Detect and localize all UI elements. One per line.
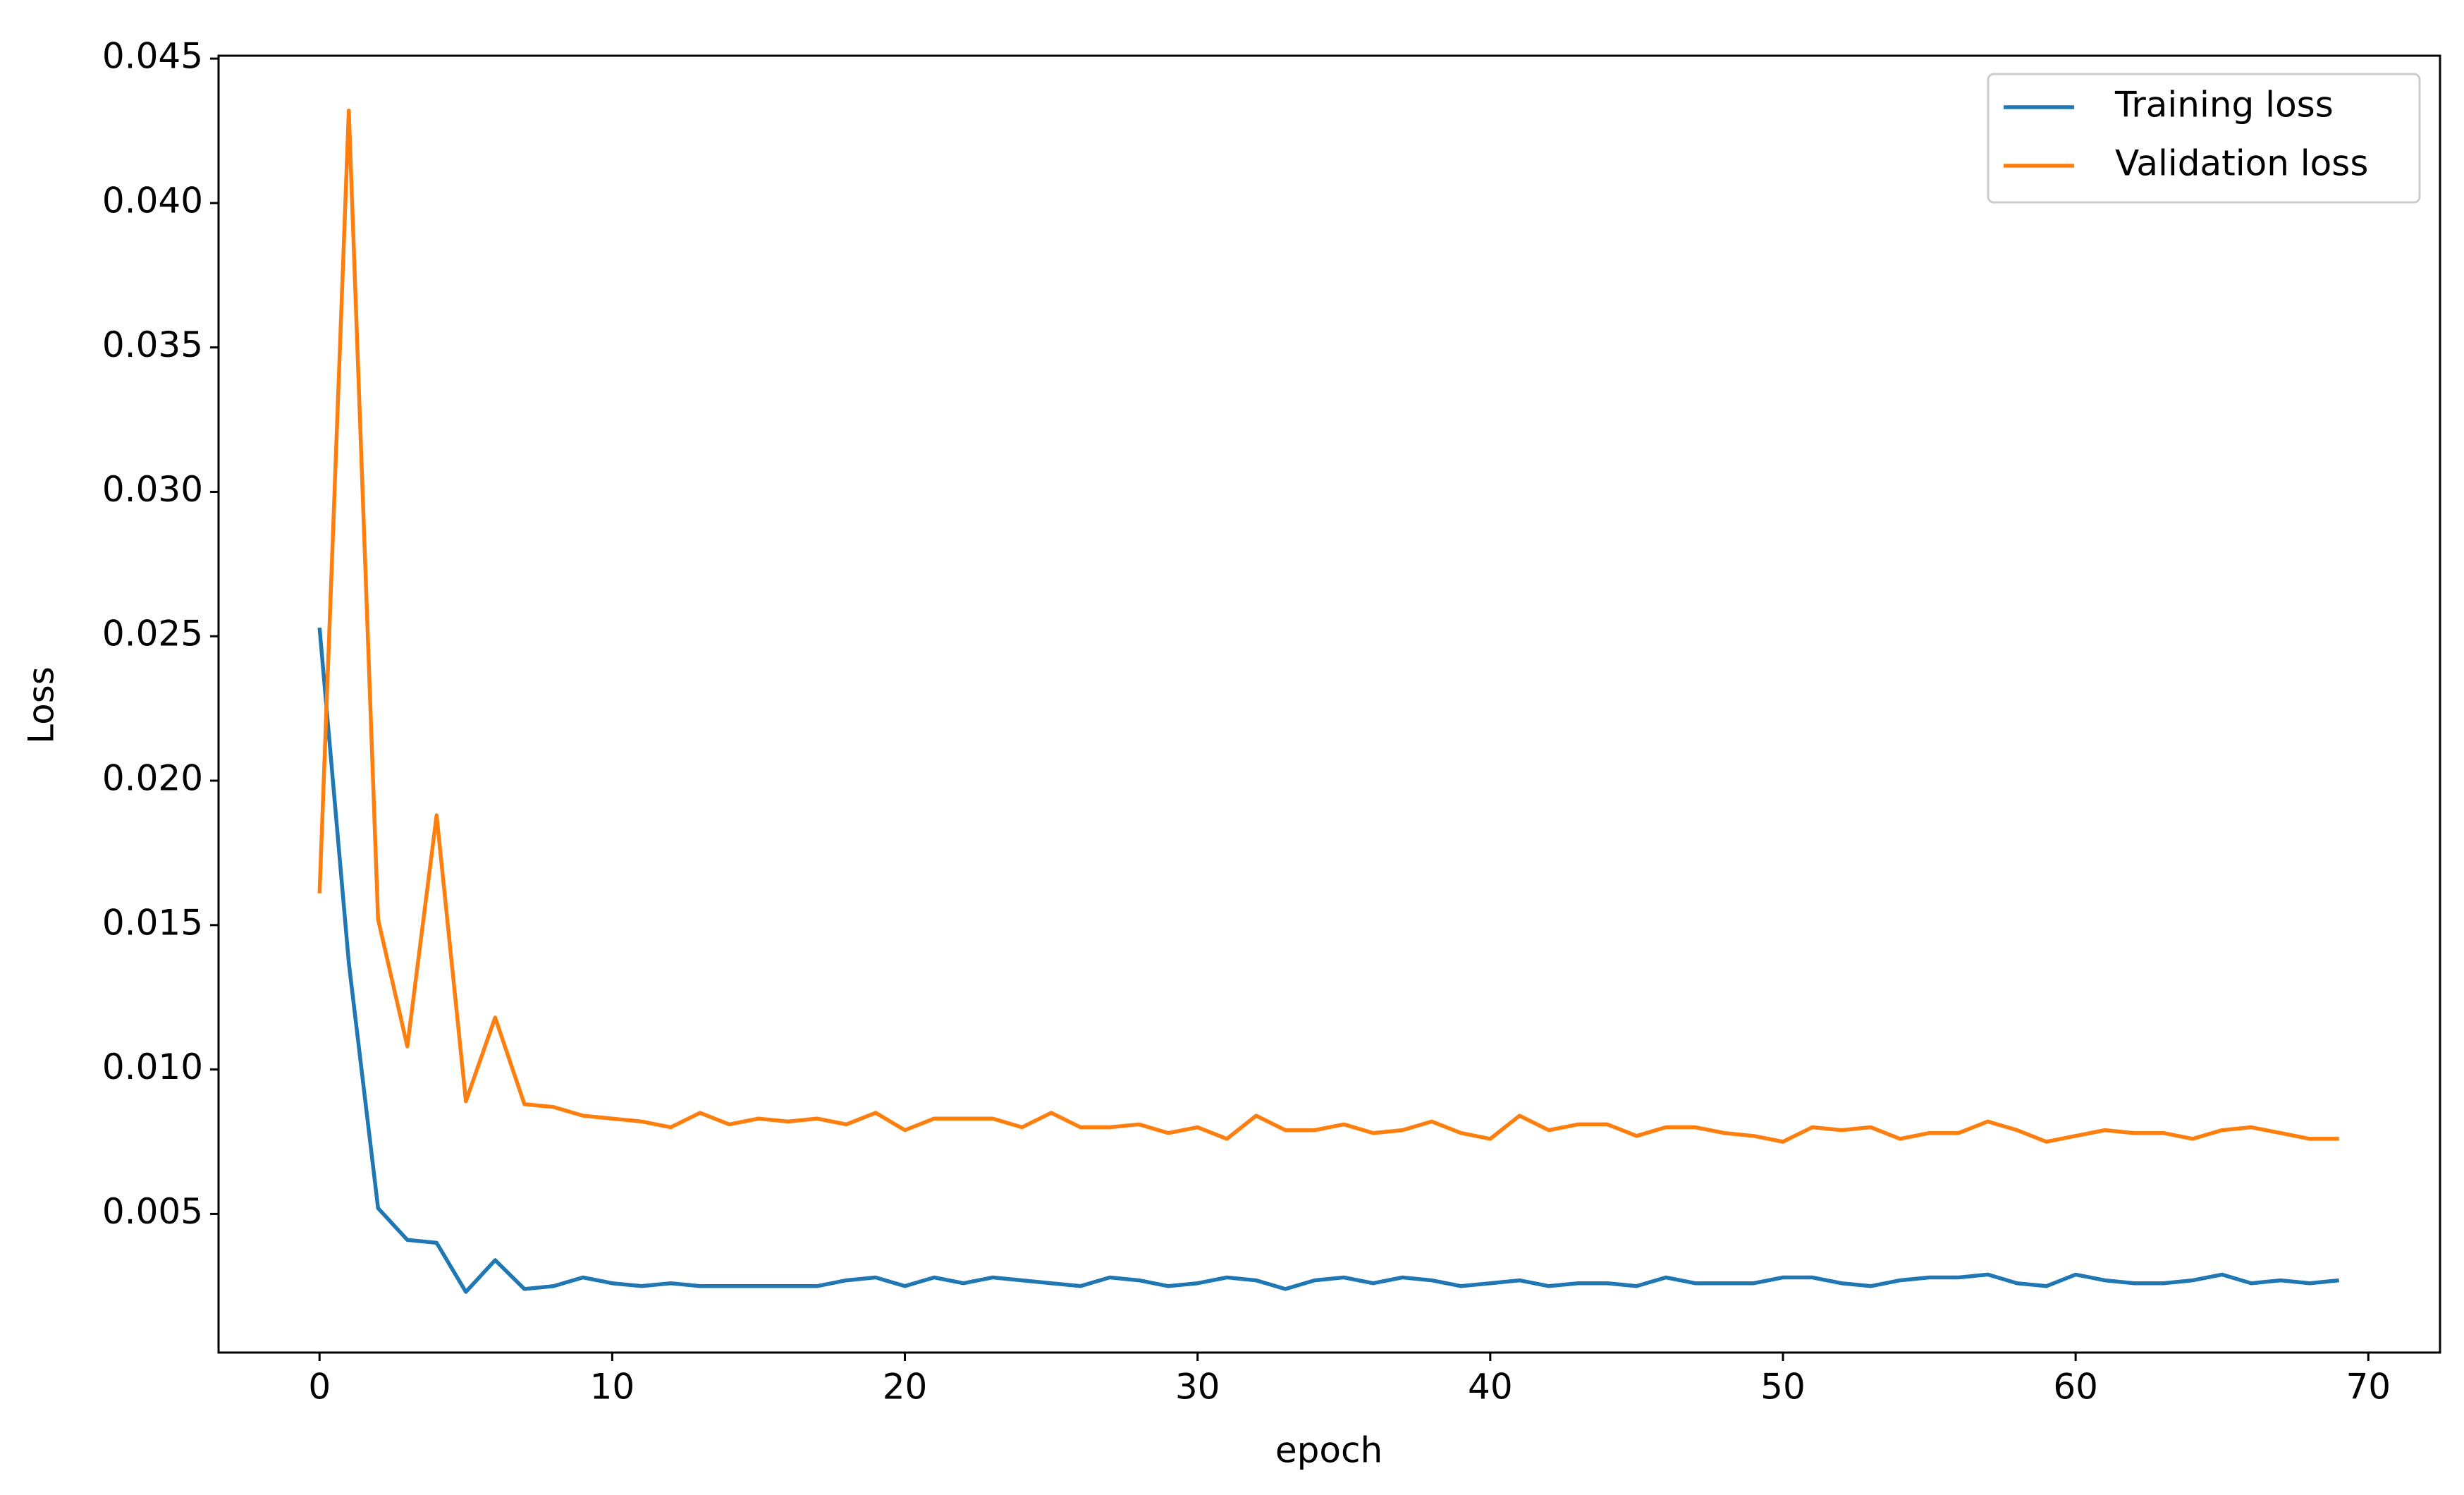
x-tick-label: 70	[2346, 1367, 2391, 1408]
x-axis-label: epoch	[1275, 1430, 1383, 1471]
y-tick-label: 0.020	[102, 758, 203, 799]
y-tick-label: 0.040	[102, 180, 203, 221]
x-tick-label: 20	[883, 1367, 928, 1408]
x-tick-label: 40	[1468, 1367, 1513, 1408]
x-tick-label: 50	[1760, 1367, 1806, 1408]
y-axis-label: Loss	[21, 666, 62, 744]
line-series	[317, 109, 2339, 1144]
plot-frame	[217, 54, 2441, 1354]
line-series	[317, 627, 2340, 1294]
y-tick-label: 0.030	[102, 469, 203, 510]
y-tick-label: 0.015	[102, 902, 203, 943]
y-tick-label: 0.045	[102, 36, 203, 77]
x-tick-label: 60	[2053, 1367, 2098, 1408]
y-tick-label: 0.010	[102, 1046, 203, 1087]
legend-label: Validation loss	[2115, 143, 2368, 184]
x-tick-label: 10	[590, 1367, 635, 1408]
legend-label: Training loss	[2114, 85, 2334, 126]
y-tick-label: 0.025	[102, 614, 203, 654]
y-tick-label: 0.035	[102, 324, 203, 365]
x-tick-label: 0	[308, 1367, 331, 1408]
y-tick-label: 0.005	[102, 1191, 203, 1232]
legend-box	[1987, 73, 2421, 204]
x-tick-label: 30	[1175, 1367, 1220, 1408]
